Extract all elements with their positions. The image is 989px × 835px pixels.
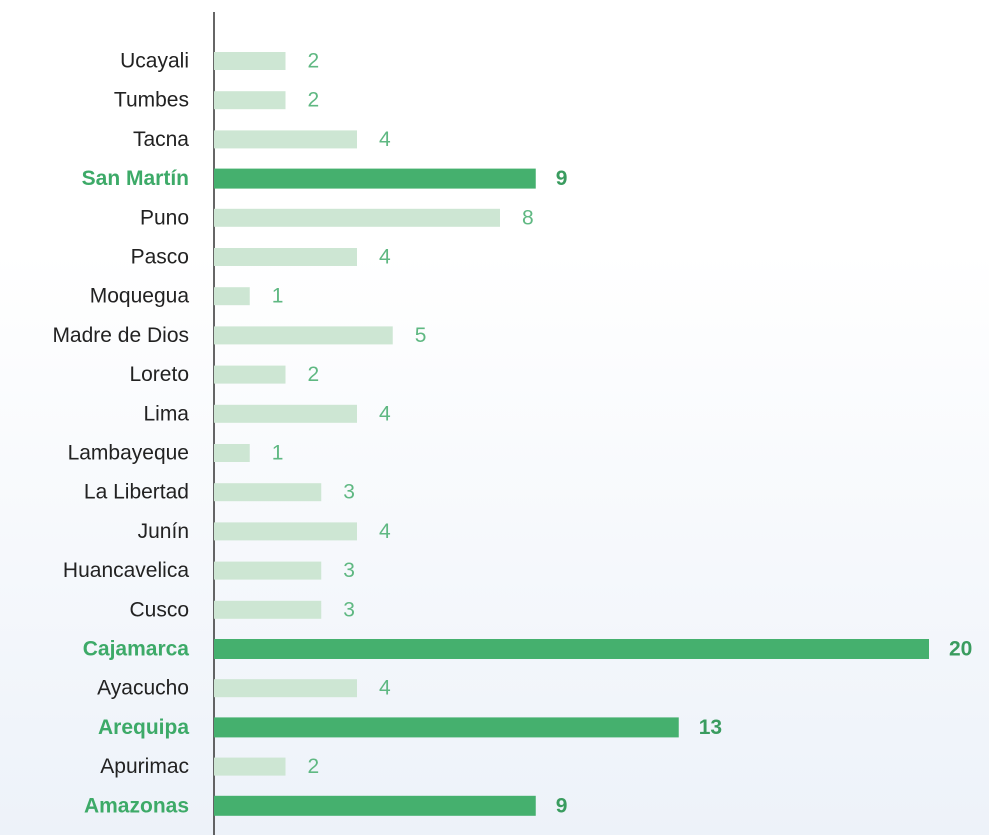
bar — [214, 600, 322, 619]
bar — [214, 130, 357, 149]
value-label: 4 — [379, 128, 391, 151]
value-label: 8 — [522, 206, 534, 229]
value-label: 20 — [949, 638, 972, 661]
bar — [214, 287, 250, 306]
category-label: Junín — [138, 520, 189, 543]
category-label: Tacna — [133, 128, 189, 151]
bar — [214, 757, 286, 776]
value-label: 9 — [556, 167, 568, 190]
category-label: Arequipa — [98, 716, 189, 739]
category-label: Moquegua — [90, 285, 190, 308]
bar — [214, 365, 286, 384]
value-label: 3 — [343, 481, 355, 504]
bar — [214, 522, 357, 541]
category-label: Pasco — [131, 246, 189, 269]
value-label: 2 — [308, 50, 320, 73]
bar — [214, 404, 357, 423]
category-label: Ucayali — [120, 50, 189, 73]
value-label: 9 — [556, 794, 568, 817]
bar — [214, 208, 500, 227]
value-label: 2 — [308, 755, 320, 778]
bar — [214, 717, 679, 738]
category-label: San Martín — [82, 167, 189, 190]
category-label: Ayacucho — [97, 677, 189, 700]
category-label: Apurimac — [100, 755, 189, 778]
value-label: 2 — [308, 89, 320, 112]
category-label: Amazonas — [84, 794, 189, 817]
bar — [214, 483, 322, 502]
bar — [214, 52, 286, 70]
value-label: 1 — [272, 285, 284, 308]
value-label: 4 — [379, 402, 391, 425]
value-label: 2 — [308, 363, 320, 386]
value-label: 3 — [343, 559, 355, 582]
category-label: Cajamarca — [83, 638, 190, 661]
value-label: 4 — [379, 677, 391, 700]
value-label: 13 — [699, 716, 722, 739]
value-label: 5 — [415, 324, 427, 347]
bar — [214, 639, 929, 659]
value-label: 1 — [272, 442, 284, 465]
category-label: Puno — [140, 206, 189, 229]
category-label: Loreto — [129, 363, 189, 386]
bar — [214, 795, 536, 816]
bar — [214, 326, 393, 345]
bar — [214, 444, 250, 462]
bar — [214, 248, 357, 266]
category-label: Huancavelica — [63, 559, 189, 582]
category-label: Cusco — [129, 598, 189, 621]
value-label: 3 — [343, 598, 355, 621]
value-label: 4 — [379, 246, 391, 269]
bar — [214, 91, 286, 110]
bar — [214, 168, 536, 189]
category-label: La Libertad — [84, 481, 189, 504]
category-label: Madre de Dios — [52, 324, 189, 347]
bar — [214, 561, 322, 580]
category-label: Tumbes — [114, 89, 189, 112]
category-label: Lambayeque — [68, 442, 189, 465]
value-label: 4 — [379, 520, 391, 543]
category-label: Lima — [143, 402, 189, 425]
bar — [214, 679, 357, 698]
